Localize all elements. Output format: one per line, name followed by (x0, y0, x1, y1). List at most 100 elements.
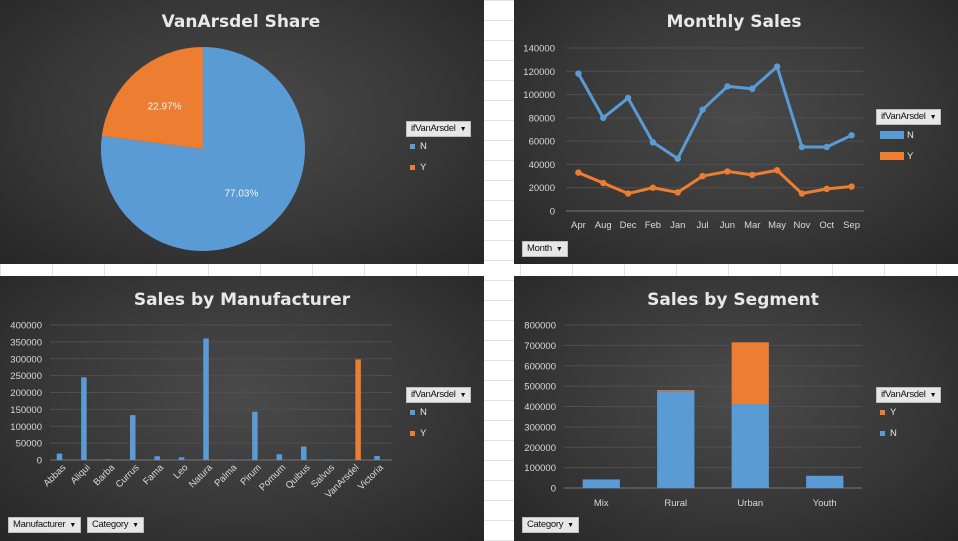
series-line-n (577, 65, 853, 161)
legend-item-n: N (410, 407, 427, 418)
legend-swatch-n (410, 143, 415, 149)
monthly-sales-chart[interactable]: Monthly Sales 0 20000 40000 60000 80000 10000… (514, 0, 958, 264)
y-tick-label: 150000 (10, 405, 42, 416)
legend-label: Y (890, 407, 897, 418)
data-point-y (600, 179, 607, 187)
legend-swatch-n (880, 430, 885, 436)
legend-swatch-n (410, 409, 415, 415)
legend-line-swatch-n (880, 131, 904, 140)
axis-button-label: Manufacturer (13, 519, 66, 530)
bar-n (276, 454, 283, 460)
sales-by-segment-chart[interactable]: Sales by Segment 0 100000 200000 300000 4000… (514, 276, 958, 541)
data-point-n (798, 143, 806, 151)
pie-data-label: 22.97% (148, 101, 182, 112)
x-tick-label: Youth (813, 498, 837, 509)
category-axis-button[interactable]: Category ▼ (522, 517, 579, 533)
dropdown-arrow-icon: ▼ (929, 392, 937, 399)
legend-label: N (907, 130, 914, 141)
y-tick-label: 400000 (524, 402, 556, 413)
bar-n (81, 377, 87, 460)
data-point-n (749, 85, 756, 92)
x-tick-label: Sep (843, 220, 860, 231)
data-point-n (674, 155, 681, 162)
stack-segment-n (731, 404, 769, 488)
x-tick-label: Pomum (257, 462, 288, 493)
x-tick-label: Jun (720, 220, 735, 231)
filter-label: ifVanArsdel (881, 111, 926, 122)
line-svg: Monthly Sales 0 20000 40000 60000 80000 10000… (523, 12, 864, 231)
y-tick-label: 800000 (524, 321, 556, 332)
legend-label: N (420, 141, 427, 152)
x-tick-label: Palma (213, 462, 240, 489)
x-tick-label: Aliqui (69, 462, 93, 486)
y-tick-label: 700000 (524, 341, 556, 352)
data-point-n (773, 63, 781, 70)
legend-item-n: N (880, 130, 914, 141)
data-point-y (624, 190, 632, 197)
legend-label: Y (907, 151, 914, 162)
legend-item-y: Y (410, 162, 426, 173)
data-point-y (724, 168, 731, 175)
legend-item-y: Y (880, 151, 913, 162)
y-tick-label: 400000 (10, 321, 42, 332)
y-tick-label: 0 (550, 207, 555, 218)
ifvanarsdel-filter-button[interactable]: ifVanArsdel ▼ (406, 121, 472, 137)
dropdown-arrow-icon: ▼ (929, 114, 937, 121)
manufacturer-axis-button[interactable]: Manufacturer ▼ (8, 517, 82, 533)
data-point-n (649, 139, 657, 146)
bar-n (56, 453, 63, 460)
y-tick-label: 500000 (524, 382, 556, 393)
stack-segment-y (657, 390, 695, 392)
bar-n (154, 456, 160, 460)
legend-label: N (420, 407, 427, 418)
pie-data-label: 77.03% (224, 189, 258, 200)
data-point-y (699, 172, 706, 180)
x-tick-label: Jul (697, 220, 709, 231)
x-tick-label: Abbas (42, 462, 69, 489)
data-point-y (823, 185, 830, 193)
sales-by-manufacturer-chart[interactable]: Sales by Manufacturer 0 50000 100000 150000… (0, 276, 484, 541)
category-axis-button[interactable]: Category ▼ (87, 517, 144, 533)
ifvanarsdel-filter-button[interactable]: ifVanArsdel ▼ (406, 387, 472, 403)
x-tick-label: Currus (114, 462, 142, 490)
x-tick-label: Quibus (284, 462, 313, 491)
y-tick-label: 350000 (10, 337, 42, 348)
bar-n (227, 459, 234, 460)
bar-svg: Sales by Manufacturer 0 50000 100000 150000… (10, 290, 392, 501)
y-tick-label: 0 (551, 484, 556, 495)
y-tick-label: 80000 (529, 113, 555, 124)
legend-item-y: Y (880, 407, 896, 418)
legend-item-n: N (410, 141, 427, 152)
x-tick-label: Barba (91, 462, 117, 488)
ifvanarsdel-filter-button[interactable]: ifVanArsdel ▼ (876, 109, 942, 125)
vanarsdel-share-chart[interactable]: VanArsdel Share 77.03% 22.97% ifVanArsdel… (0, 0, 484, 264)
month-axis-button[interactable]: Month ▼ (522, 241, 568, 257)
x-tick-label: Apr (571, 220, 586, 231)
x-tick-label: Natura (187, 462, 215, 490)
data-point-n (724, 83, 731, 90)
data-point-n (848, 132, 855, 139)
dropdown-arrow-icon: ▼ (459, 126, 467, 133)
data-point-y (848, 183, 855, 190)
ifvanarsdel-filter-button[interactable]: ifVanArsdel ▼ (876, 387, 942, 403)
y-tick-label: 200000 (10, 388, 42, 399)
filter-label: ifVanArsdel (411, 123, 456, 134)
x-tick-label: Victoria (356, 462, 387, 493)
y-tick-label: 300000 (10, 354, 42, 365)
data-point-n (823, 143, 830, 151)
data-point-y (798, 190, 806, 197)
y-tick-label: 60000 (529, 137, 555, 148)
data-point-n (699, 106, 706, 113)
legend-item-y: Y (410, 428, 426, 439)
stack-segment-n (806, 475, 844, 488)
chart-title: Sales by Segment (647, 290, 819, 310)
x-tick-label: Fama (141, 462, 166, 487)
y-tick-label: 20000 (529, 183, 555, 194)
chart-title: Sales by Manufacturer (134, 290, 351, 310)
axis-button-label: Category (527, 519, 564, 530)
y-tick-label: 100000 (524, 463, 556, 474)
pie-svg: VanArsdel Share 77.03% 22.97% (100, 12, 320, 252)
data-point-y (674, 189, 681, 196)
stack-segment-y (731, 342, 769, 405)
legend-line-swatch-y (880, 152, 904, 161)
